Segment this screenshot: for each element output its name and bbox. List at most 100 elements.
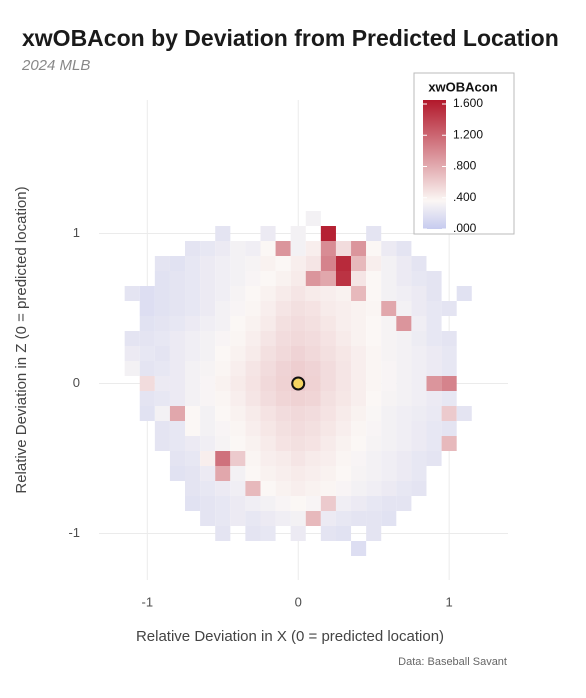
heatmap-cell	[185, 271, 201, 286]
y-tick-label: -1	[68, 525, 80, 540]
heatmap-cell	[320, 436, 336, 451]
heatmap-cell	[456, 286, 472, 301]
heatmap-cell	[154, 421, 170, 436]
x-tick-label: 0	[295, 594, 302, 609]
heatmap-cell	[245, 421, 261, 436]
heatmap-cell	[396, 481, 412, 496]
heatmap-cell	[260, 436, 276, 451]
heatmap-cell	[290, 391, 306, 406]
heatmap-cell	[351, 346, 367, 361]
heatmap-cell	[396, 421, 412, 436]
heatmap-cell	[396, 286, 412, 301]
heatmap-cell	[396, 466, 412, 481]
heatmap-cell	[185, 346, 201, 361]
heatmap-cell	[320, 271, 336, 286]
heatmap-cell	[275, 361, 291, 376]
heatmap-cell	[381, 286, 397, 301]
heatmap-cell	[215, 496, 231, 511]
heatmap-cell	[290, 301, 306, 316]
heatmap-cell	[215, 346, 231, 361]
heatmap-cell	[305, 406, 321, 421]
heatmap-cell	[411, 301, 427, 316]
heatmap-cell	[275, 421, 291, 436]
heatmap-cell	[215, 256, 231, 271]
heatmap-cell	[245, 241, 261, 256]
heatmap-cell	[215, 361, 231, 376]
heatmap-cell	[381, 436, 397, 451]
heatmap-cell	[275, 511, 291, 526]
heatmap-cell	[305, 451, 321, 466]
colorbar-label: .000	[453, 221, 477, 235]
heatmap-cell	[230, 361, 246, 376]
heatmap-cell	[169, 361, 186, 376]
heatmap-cell	[441, 436, 457, 451]
heatmap-cell	[215, 511, 231, 526]
heatmap-cell	[381, 376, 397, 391]
heatmap-cell	[411, 286, 427, 301]
heatmap-cell	[426, 391, 442, 406]
heatmap-cell	[305, 286, 321, 301]
heatmap-cell	[411, 391, 427, 406]
heatmap-cell	[411, 256, 427, 271]
heatmap-cell	[381, 271, 397, 286]
heatmap-cell	[169, 391, 186, 406]
heatmap-cell	[351, 496, 367, 511]
heatmap-cell	[320, 301, 336, 316]
heatmap-cell	[275, 436, 291, 451]
heatmap-cell	[396, 406, 412, 421]
heatmap-cell	[260, 316, 276, 331]
heatmap-cell	[335, 526, 352, 541]
chart-subtitle: 2024 MLB	[21, 57, 90, 74]
heatmap-cell	[441, 301, 457, 316]
heatmap-cell	[185, 301, 201, 316]
heatmap-cell	[200, 496, 216, 511]
heatmap-cell	[366, 301, 382, 316]
heatmap-cell	[245, 361, 261, 376]
heatmap-cell	[185, 451, 201, 466]
heatmap-cell	[230, 436, 246, 451]
heatmap-cell	[335, 436, 352, 451]
heatmap-cell	[245, 331, 261, 346]
heatmap-cell	[185, 331, 201, 346]
heatmap-cell	[335, 391, 352, 406]
heatmap-cell	[381, 481, 397, 496]
heatmap-cell	[335, 511, 352, 526]
heatmap-cell	[230, 451, 246, 466]
heatmap-cell	[366, 361, 382, 376]
heatmap-cell	[366, 241, 382, 256]
heatmap-cell	[215, 481, 231, 496]
heatmap-cell	[320, 361, 336, 376]
heatmap-cell	[290, 316, 306, 331]
heatmap-cell	[290, 271, 306, 286]
heatmap-cell	[396, 301, 412, 316]
heatmap-cell	[230, 331, 246, 346]
heatmap-cell	[215, 526, 231, 541]
heatmap-cell	[215, 316, 231, 331]
heatmap-cell	[441, 361, 457, 376]
heatmap-cell	[381, 451, 397, 466]
heatmap-cell	[351, 451, 367, 466]
heatmap-cell	[169, 331, 186, 346]
heatmap-cell	[426, 376, 442, 391]
heatmap-cell	[154, 406, 170, 421]
heatmap-cell	[411, 331, 427, 346]
heatmap-cell	[305, 301, 321, 316]
colorbar-label: .800	[453, 159, 477, 173]
heatmap-cell	[351, 241, 367, 256]
heatmap-cell	[320, 451, 336, 466]
heatmap-cell	[185, 466, 201, 481]
heatmap-cell	[381, 466, 397, 481]
heatmap-cell	[185, 421, 201, 436]
heatmap-cell	[124, 331, 140, 346]
heatmap-cell	[411, 361, 427, 376]
heatmap-cell	[411, 406, 427, 421]
heatmap-cell	[139, 331, 155, 346]
heatmap-cell	[275, 346, 291, 361]
heatmap-cell	[260, 331, 276, 346]
heatmap-cell	[230, 511, 246, 526]
heatmap-cell	[320, 391, 336, 406]
heatmap-cell	[351, 466, 367, 481]
heatmap-cell	[154, 331, 170, 346]
heatmap-cell	[275, 406, 291, 421]
heatmap-cell	[200, 376, 216, 391]
